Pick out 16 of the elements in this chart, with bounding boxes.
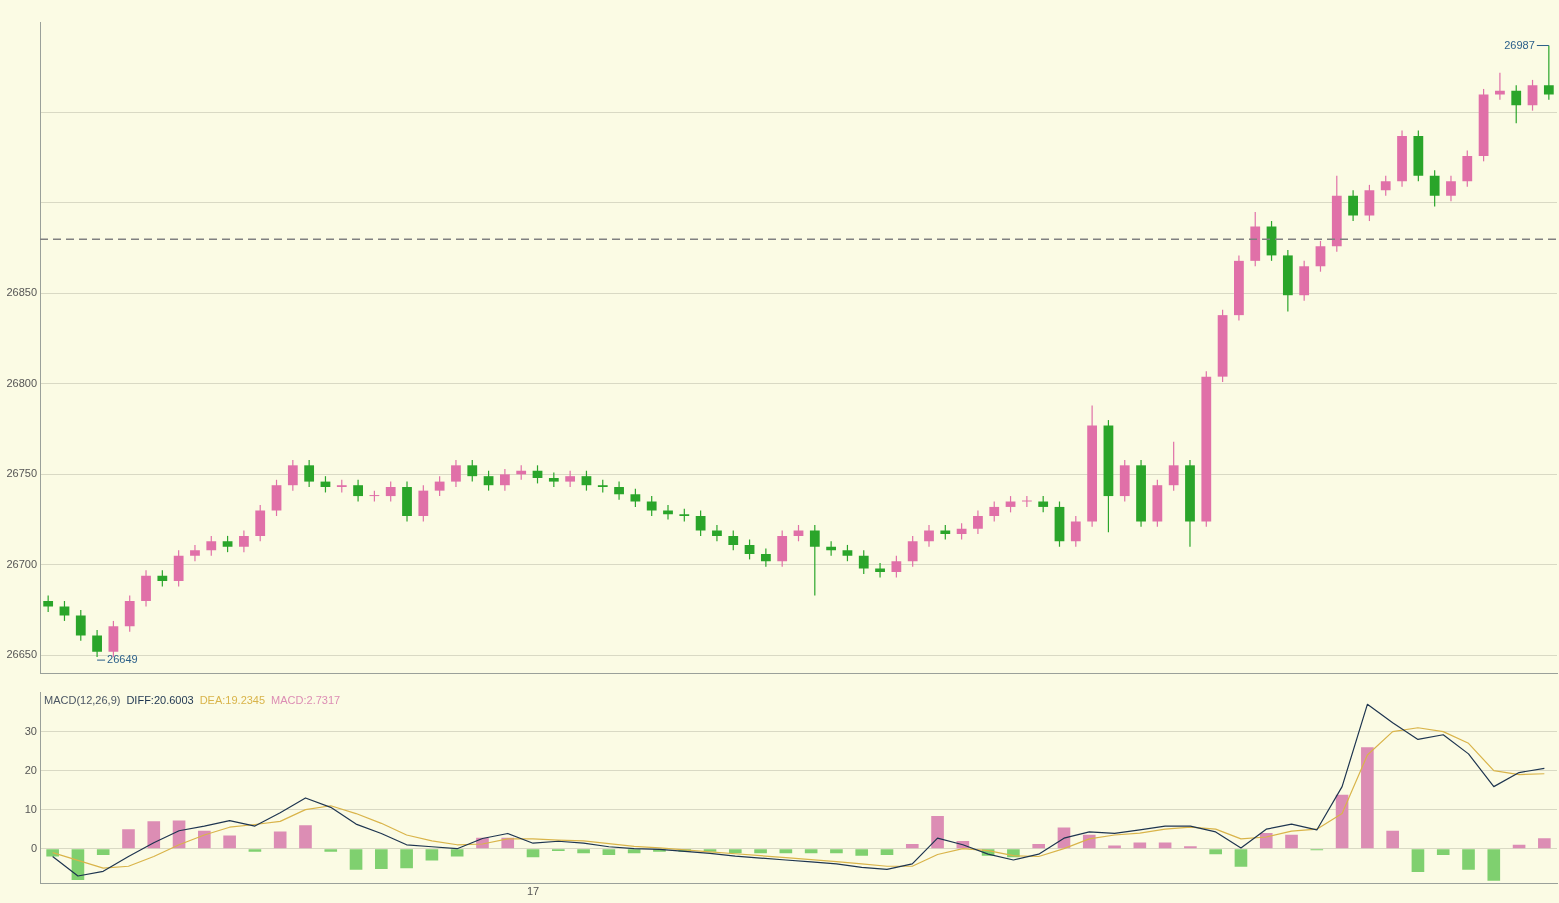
y-tick-label: 26850: [6, 286, 37, 299]
chart-title: MACD(12,26,9): [44, 694, 121, 707]
y-tick-label: 26750: [6, 467, 37, 480]
annotation: 26987: [1504, 38, 1535, 51]
y-tick-label: 20: [24, 763, 37, 776]
text: MACD:2.7317: [271, 694, 341, 707]
y-tick-label: 26800: [6, 376, 37, 389]
text: DIFF:20.6003: [126, 694, 194, 707]
text: DEA:19.2345: [199, 694, 266, 707]
x-tick-label: 17: [526, 885, 540, 898]
y-tick-label: 26700: [6, 557, 37, 570]
annotation: 26649: [107, 653, 138, 666]
y-tick-label: 0: [30, 841, 37, 854]
y-tick-label: 30: [24, 724, 37, 737]
y-tick-label: 26650: [6, 648, 37, 661]
y-tick-label: 10: [24, 802, 37, 815]
